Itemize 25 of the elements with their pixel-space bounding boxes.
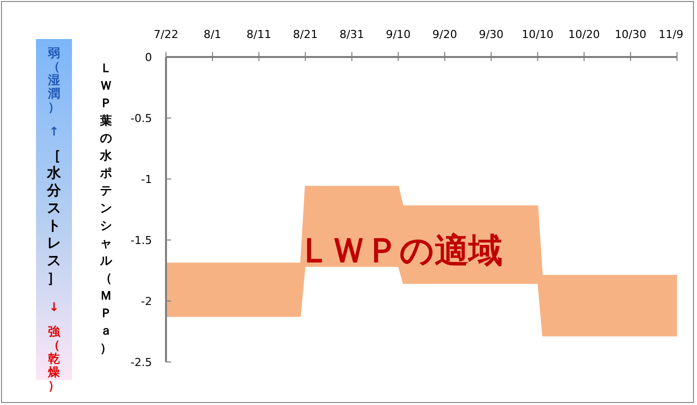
x-tick-label: 7/22: [154, 28, 178, 41]
y-tick-label: -2.5: [130, 356, 152, 369]
x-tick-label: 9/20: [432, 28, 458, 41]
y-tick-label: -2: [141, 295, 152, 308]
y-tick-label: -0.5: [130, 112, 152, 125]
x-tick-label: 10/20: [568, 28, 600, 41]
text: ＬＷＰ葉の水ポテンシャル（ＭＰａ）: [100, 61, 112, 355]
text: 弱（湿潤）: [47, 46, 60, 114]
x-tick-label: 10/10: [522, 28, 554, 41]
y-tick-label: -1: [141, 173, 152, 186]
text: 強（乾燥）: [47, 324, 61, 392]
x-tick-label: 8/21: [293, 28, 318, 41]
x-tick-label: 8/11: [246, 28, 272, 41]
text: ↑: [48, 124, 60, 138]
text: ↓: [48, 300, 60, 314]
x-tick-label: 9/10: [386, 28, 411, 41]
x-tick-label: 10/30: [614, 28, 646, 41]
x-tick-label: 8/31: [339, 28, 364, 41]
x-tick-label: 11/9: [658, 28, 684, 41]
x-tick-label: 9/30: [478, 28, 504, 41]
annotation: ＬＷＰの適域: [298, 231, 502, 271]
y-tick-label: 0: [145, 51, 152, 64]
x-tick-label: 8/1: [204, 28, 222, 41]
text: ［水分ストレス］: [46, 148, 62, 286]
y-tick-label: -1.5: [130, 234, 152, 247]
